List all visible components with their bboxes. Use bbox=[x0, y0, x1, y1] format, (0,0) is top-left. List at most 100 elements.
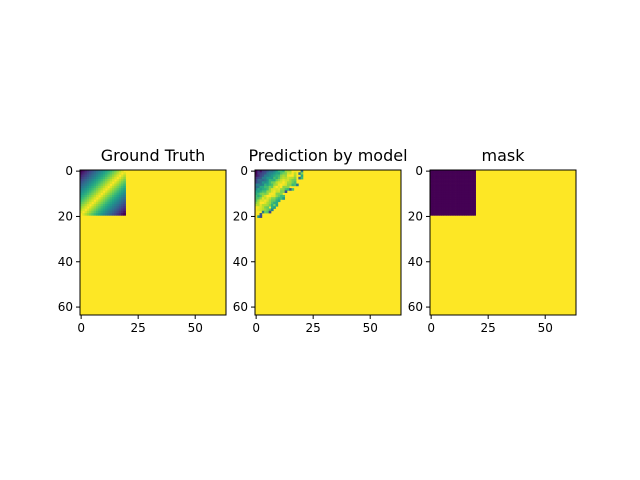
heatmap-cell bbox=[107, 176, 111, 180]
heatmap-cell bbox=[443, 174, 447, 178]
heatmap-cell bbox=[473, 174, 476, 178]
heatmap-cell bbox=[452, 203, 456, 207]
heatmap-cell bbox=[280, 188, 283, 191]
heatmap-cell bbox=[266, 192, 270, 196]
y-tick-label: 0 bbox=[415, 164, 423, 178]
heatmap-cell bbox=[452, 201, 456, 205]
heatmap-cell bbox=[100, 190, 104, 194]
heatmap-cell bbox=[459, 174, 463, 178]
heatmap-cell bbox=[118, 192, 122, 196]
heatmap-cell bbox=[109, 181, 113, 184]
heatmap-cell bbox=[280, 174, 283, 178]
heatmap-cell bbox=[111, 188, 115, 191]
y-tick-label: 40 bbox=[408, 255, 423, 269]
heatmap-cell bbox=[445, 185, 449, 189]
heatmap-cell bbox=[273, 174, 276, 178]
heatmap-cell bbox=[448, 194, 451, 198]
heatmap-cell bbox=[264, 172, 267, 175]
heatmap-cell bbox=[457, 213, 461, 216]
heatmap-cell bbox=[266, 188, 270, 191]
heatmap-cell bbox=[84, 172, 88, 175]
heatmap-cell bbox=[436, 185, 440, 189]
heatmap-cell bbox=[436, 192, 440, 196]
heatmap-cell bbox=[441, 192, 445, 196]
heatmap-cell bbox=[89, 194, 92, 198]
heatmap-cell bbox=[259, 208, 263, 212]
heatmap-cell bbox=[468, 197, 472, 200]
heatmap-cell bbox=[105, 183, 108, 187]
heatmap-cell bbox=[84, 197, 88, 200]
x-tick-label: 25 bbox=[481, 321, 496, 335]
heatmap-cell bbox=[436, 199, 440, 203]
heatmap-cell bbox=[109, 203, 113, 207]
heatmap-cell bbox=[436, 176, 440, 180]
heatmap-cell bbox=[105, 201, 108, 205]
heatmap-cell bbox=[91, 208, 95, 212]
heatmap-cell bbox=[455, 194, 458, 198]
heatmap-cell bbox=[464, 181, 467, 184]
heatmap-cell bbox=[275, 201, 279, 205]
heatmap-cell bbox=[280, 185, 283, 189]
heatmap-cell bbox=[261, 190, 265, 194]
heatmap-cell bbox=[432, 185, 435, 189]
heatmap-cell bbox=[461, 181, 465, 184]
heatmap-cell bbox=[270, 203, 274, 207]
heatmap-cell bbox=[107, 174, 111, 178]
heatmap-cell bbox=[291, 172, 295, 175]
heatmap-cell bbox=[468, 199, 472, 203]
heatmap-cell bbox=[464, 194, 467, 198]
heatmap-cell bbox=[105, 179, 108, 182]
heatmap-cell bbox=[273, 185, 276, 189]
heatmap-cell bbox=[111, 206, 115, 209]
heatmap-cell bbox=[441, 210, 445, 214]
heatmap-cell bbox=[100, 213, 104, 216]
heatmap-cell bbox=[464, 197, 467, 200]
heatmap-cell bbox=[261, 188, 265, 191]
heatmap-cell bbox=[118, 183, 122, 187]
heatmap-cell bbox=[264, 206, 267, 209]
heatmap-cell bbox=[450, 170, 454, 173]
heatmap-cell bbox=[111, 210, 115, 214]
heatmap-cell bbox=[273, 176, 276, 180]
x-tick-label: 50 bbox=[363, 321, 378, 335]
heatmap-cell bbox=[436, 172, 440, 175]
heatmap-cell bbox=[277, 183, 281, 187]
heatmap-cell bbox=[282, 179, 286, 182]
heatmap-cell bbox=[259, 188, 263, 191]
heatmap-cell bbox=[257, 199, 260, 203]
heatmap-cell bbox=[450, 188, 454, 191]
heatmap-cell bbox=[282, 188, 286, 191]
heatmap-cell bbox=[466, 185, 470, 189]
x-tick-label: 0 bbox=[427, 321, 435, 335]
heatmap-cell bbox=[121, 199, 124, 203]
heatmap-cell bbox=[441, 199, 445, 203]
heatmap-cell bbox=[95, 213, 99, 216]
heatmap-cell bbox=[450, 194, 454, 198]
heatmap-cell bbox=[91, 203, 95, 207]
heatmap-cell bbox=[82, 197, 85, 200]
heatmap-cell bbox=[471, 203, 474, 207]
heatmap-cell bbox=[289, 176, 292, 180]
heatmap-cell bbox=[277, 190, 281, 194]
heatmap-cell bbox=[459, 199, 463, 203]
heatmap-cell bbox=[436, 181, 440, 184]
heatmap-cell bbox=[95, 174, 99, 178]
heatmap-cell bbox=[457, 203, 461, 207]
heatmap-cell bbox=[123, 208, 126, 212]
heatmap-cell bbox=[111, 185, 115, 189]
heatmap-cell bbox=[105, 197, 108, 200]
heatmap-cell bbox=[105, 203, 108, 207]
heatmap-cell bbox=[105, 181, 108, 184]
heatmap-cell bbox=[473, 190, 476, 194]
heatmap-cell bbox=[82, 194, 85, 198]
heatmap-cell bbox=[464, 172, 467, 175]
heatmap-cell bbox=[436, 208, 440, 212]
heatmap-cell bbox=[461, 199, 465, 203]
heatmap-cell bbox=[293, 174, 297, 178]
heatmap-cell bbox=[102, 192, 106, 196]
heatmap-cell bbox=[84, 170, 88, 173]
heatmap-cell bbox=[466, 176, 470, 180]
heatmap-cell bbox=[450, 208, 454, 212]
heatmap-cell bbox=[259, 215, 263, 218]
heatmap-cell bbox=[118, 185, 122, 189]
